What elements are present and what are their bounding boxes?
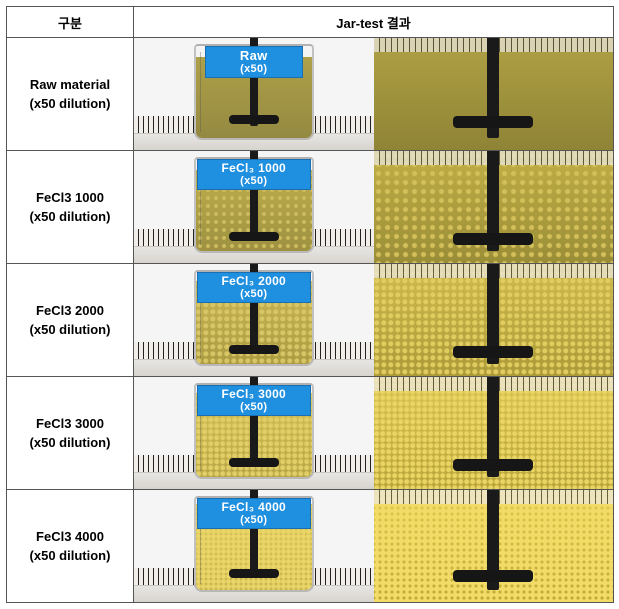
sample-tag: Raw (x50)	[205, 46, 303, 78]
row-label: FeCl3 4000(x50 dilution)	[7, 490, 134, 603]
jar-photo-wide: FeCl₃ 4000 (x50)	[134, 490, 374, 603]
sample-tag-line2: (x50)	[202, 175, 306, 187]
sample-tag-line1: FeCl₃ 3000	[202, 388, 306, 401]
ruler-icon	[134, 116, 196, 134]
sample-tag-line1: FeCl₃ 1000	[202, 162, 306, 175]
row-label-line1: Raw material	[7, 75, 133, 95]
sample-tag: FeCl₃ 4000 (x50)	[197, 498, 311, 529]
paddle-icon	[229, 345, 279, 354]
sample-tag-line2: (x50)	[210, 63, 298, 75]
jar-photo-wide: FeCl₃ 1000 (x50)	[134, 151, 374, 264]
jar-photo-zoom	[374, 151, 614, 264]
row-label: FeCl3 1000(x50 dilution)	[7, 151, 134, 264]
row-label-line1: FeCl3 3000	[7, 414, 133, 434]
row-label-line2: (x50 dilution)	[7, 320, 133, 340]
jar-photo-wide: FeCl₃ 2000 (x50)	[134, 264, 374, 377]
row-label-line2: (x50 dilution)	[7, 94, 133, 114]
row-label: FeCl3 3000(x50 dilution)	[7, 377, 134, 490]
ruler-icon	[311, 455, 373, 473]
ruler-icon	[134, 455, 196, 473]
beaker-icon: FeCl₃ 3000 (x50)	[194, 383, 314, 479]
paddle-icon	[453, 459, 533, 471]
table-row: FeCl3 1000(x50 dilution) FeCl₃ 1000 (x50…	[7, 151, 614, 264]
paddle-icon	[453, 233, 533, 245]
ruler-icon	[311, 342, 373, 360]
paddle-icon	[453, 346, 533, 358]
beaker-icon: Raw (x50)	[194, 44, 314, 140]
ruler-icon	[311, 568, 373, 586]
paddle-icon	[453, 116, 533, 128]
paddle-icon	[229, 232, 279, 241]
jar-photo-zoom	[374, 264, 614, 377]
table-row: FeCl3 2000(x50 dilution) FeCl₃ 2000 (x50…	[7, 264, 614, 377]
beaker-icon: FeCl₃ 4000 (x50)	[194, 496, 314, 592]
beaker-icon: FeCl₃ 2000 (x50)	[194, 270, 314, 366]
sample-tag: FeCl₃ 1000 (x50)	[197, 159, 311, 190]
sample-tag-line1: FeCl₃ 4000	[202, 501, 306, 514]
row-label-line2: (x50 dilution)	[7, 546, 133, 566]
header-row: 구분 Jar-test 결과	[7, 7, 614, 38]
header-col2: Jar-test 결과	[134, 7, 614, 38]
sample-tag-line2: (x50)	[202, 288, 306, 300]
ruler-icon	[134, 229, 196, 247]
paddle-icon	[453, 570, 533, 582]
row-label: FeCl3 2000(x50 dilution)	[7, 264, 134, 377]
table-row: FeCl3 3000(x50 dilution) FeCl₃ 3000 (x50…	[7, 377, 614, 490]
sample-tag: FeCl₃ 2000 (x50)	[197, 272, 311, 303]
row-label-line2: (x50 dilution)	[7, 433, 133, 453]
sample-tag-line2: (x50)	[202, 514, 306, 526]
paddle-icon	[229, 569, 279, 578]
header-col1: 구분	[7, 7, 134, 38]
jar-test-table: 구분 Jar-test 결과 Raw material(x50 dilution…	[6, 6, 614, 603]
sample-tag: FeCl₃ 3000 (x50)	[197, 385, 311, 416]
ruler-icon	[134, 568, 196, 586]
row-label-line1: FeCl3 1000	[7, 188, 133, 208]
ruler-icon	[134, 342, 196, 360]
row-label-line2: (x50 dilution)	[7, 207, 133, 227]
jar-photo-zoom	[374, 38, 614, 151]
sample-tag-line1: FeCl₃ 2000	[202, 275, 306, 288]
table-row: Raw material(x50 dilution) Raw (x50)	[7, 38, 614, 151]
sample-tag-line2: (x50)	[202, 401, 306, 413]
jar-photo-wide: Raw (x50)	[134, 38, 374, 151]
ruler-icon	[311, 229, 373, 247]
jar-photo-zoom	[374, 377, 614, 490]
paddle-icon	[229, 458, 279, 467]
paddle-icon	[229, 115, 279, 124]
sample-tag-line1: Raw	[210, 49, 298, 63]
ruler-icon	[311, 116, 373, 134]
row-label-line1: FeCl3 2000	[7, 301, 133, 321]
table-row: FeCl3 4000(x50 dilution) FeCl₃ 4000 (x50…	[7, 490, 614, 603]
row-label: Raw material(x50 dilution)	[7, 38, 134, 151]
beaker-icon: FeCl₃ 1000 (x50)	[194, 157, 314, 253]
jar-photo-zoom	[374, 490, 614, 603]
jar-photo-wide: FeCl₃ 3000 (x50)	[134, 377, 374, 490]
row-label-line1: FeCl3 4000	[7, 527, 133, 547]
